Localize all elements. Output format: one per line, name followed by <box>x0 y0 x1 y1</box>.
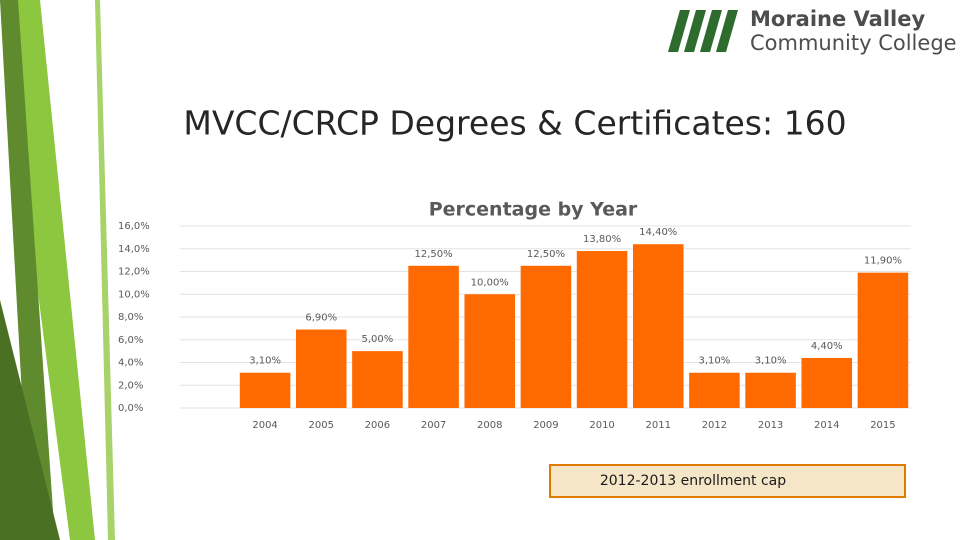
bar <box>857 272 909 408</box>
bar <box>689 372 740 408</box>
x-tick-label: 2007 <box>421 420 446 431</box>
x-tick-label: 2011 <box>646 420 671 431</box>
bar <box>745 372 796 408</box>
x-tick-label: 2013 <box>758 420 783 431</box>
y-tick-label: 0,0% <box>118 403 143 414</box>
y-tick-label: 8,0% <box>118 312 143 323</box>
logo: Moraine Valley Community College <box>658 0 960 65</box>
x-tick-label: 2012 <box>702 420 727 431</box>
logo-mark <box>700 10 722 52</box>
bar <box>576 251 628 408</box>
y-tick-label: 4,0% <box>118 358 143 369</box>
bar <box>352 351 403 408</box>
value-label: 14,40% <box>639 227 677 238</box>
value-label: 4,40% <box>811 341 843 352</box>
value-label: 10,00% <box>471 277 509 288</box>
bar <box>520 265 572 408</box>
value-label: 13,80% <box>583 234 621 245</box>
x-tick-label: 2015 <box>870 420 895 431</box>
logo-mark <box>684 10 706 52</box>
value-label: 3,10% <box>249 356 281 367</box>
value-label: 3,10% <box>755 356 787 367</box>
y-tick-label: 14,0% <box>118 244 150 255</box>
chart-title: Percentage by Year <box>429 199 638 221</box>
decor-strip <box>0 300 60 540</box>
y-tick-label: 10,0% <box>118 289 150 300</box>
decor-strip <box>0 0 55 540</box>
bar <box>295 329 347 408</box>
logo-text: Community College <box>750 31 957 55</box>
x-tick-label: 2008 <box>477 420 502 431</box>
value-label: 11,90% <box>864 256 902 267</box>
x-tick-label: 2009 <box>533 420 558 431</box>
bar <box>408 265 459 408</box>
value-label: 12,50% <box>527 249 565 260</box>
annotation-box <box>549 464 906 498</box>
bar <box>239 372 291 408</box>
decor-strip <box>95 0 115 540</box>
value-label: 3,10% <box>699 356 731 367</box>
x-tick-label: 2014 <box>814 420 839 431</box>
logo-mark <box>716 10 738 52</box>
value-label: 6,90% <box>305 313 337 324</box>
y-tick-label: 16,0% <box>118 221 150 232</box>
logo-mark <box>668 10 690 52</box>
y-tick-label: 2,0% <box>118 380 143 391</box>
bar <box>464 294 516 408</box>
slide-title: MVCC/CRCP Degrees & Certificates: 160 <box>183 104 846 143</box>
value-label: 5,00% <box>362 334 394 345</box>
value-label: 12,50% <box>415 249 453 260</box>
annotation: 2012-2013 enrollment cap <box>600 473 786 489</box>
x-tick-label: 2010 <box>589 420 614 431</box>
bar <box>632 244 684 408</box>
x-tick-label: 2004 <box>252 420 277 431</box>
y-tick-label: 12,0% <box>118 267 150 278</box>
x-tick-label: 2006 <box>365 420 390 431</box>
logo-text: Moraine Valley <box>750 7 925 31</box>
bar <box>801 357 853 408</box>
y-tick-label: 6,0% <box>118 335 143 346</box>
x-tick-label: 2005 <box>309 420 334 431</box>
plot: 0,0% 2,0% 4,0% 6,0% 8,0% 10,0% 12,0% 14,0% 16,0%… <box>118 221 911 431</box>
